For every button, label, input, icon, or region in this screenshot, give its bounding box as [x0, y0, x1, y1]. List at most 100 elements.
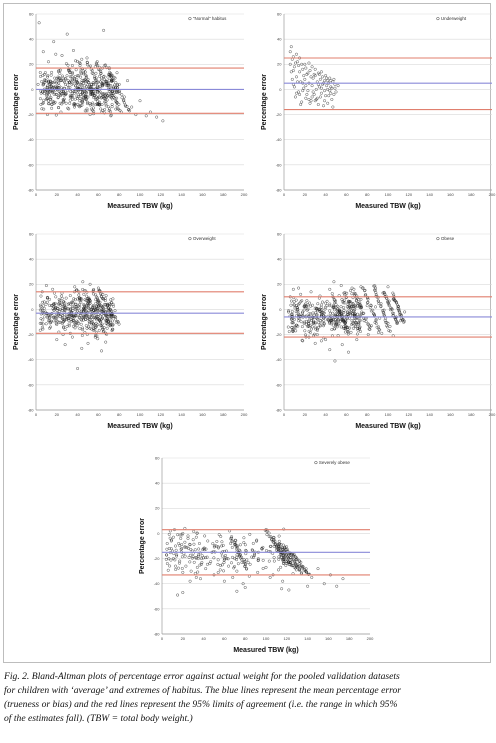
data-point: [44, 88, 48, 92]
data-point: [72, 76, 76, 80]
data-point: [355, 332, 359, 336]
data-point: [96, 305, 100, 309]
data-point: [102, 82, 105, 86]
data-point: [45, 300, 49, 304]
data-point: [185, 545, 189, 549]
data-point: [288, 62, 292, 66]
data-point: [302, 86, 306, 90]
data-point: [277, 539, 281, 543]
data-point: [97, 95, 101, 99]
data-point: [97, 317, 101, 321]
data-point: [294, 298, 298, 302]
data-point: [76, 95, 80, 99]
data-point: [100, 316, 104, 320]
data-point: [323, 89, 327, 93]
data-point: [50, 106, 54, 110]
data-point: [192, 560, 196, 564]
data-point: [138, 99, 142, 103]
x-tick-label: 140: [426, 412, 433, 417]
data-point: [274, 548, 278, 552]
data-point: [102, 307, 105, 311]
data-point: [323, 99, 327, 103]
data-point: [349, 311, 352, 315]
data-point: [104, 313, 108, 317]
data-point: [328, 76, 332, 80]
data-point: [267, 559, 271, 563]
data-point: [312, 313, 316, 317]
data-point: [306, 71, 310, 75]
x-tick-label: 80: [365, 192, 370, 197]
data-point: [86, 100, 90, 104]
y-tick-label: -60: [154, 606, 161, 611]
data-point: [77, 296, 81, 300]
data-point: [235, 589, 239, 593]
data-point: [175, 553, 179, 557]
data-point: [256, 557, 260, 561]
data-point: [297, 319, 301, 323]
data-point: [329, 91, 333, 95]
y-axis-label: Percentage error: [13, 294, 20, 350]
legend-label: Overweight: [193, 236, 217, 241]
data-point: [198, 551, 202, 555]
data-point: [72, 91, 76, 95]
data-point: [168, 564, 172, 568]
data-point: [107, 78, 111, 82]
data-point: [318, 95, 322, 99]
data-point: [71, 48, 75, 52]
data-point: [219, 534, 223, 538]
data-point: [286, 553, 290, 557]
data-point: [75, 319, 79, 323]
data-point: [117, 82, 121, 86]
data-point: [38, 71, 42, 74]
data-point: [388, 324, 392, 328]
data-point: [41, 327, 45, 331]
data-point: [294, 325, 298, 329]
data-point: [180, 555, 184, 559]
data-point: [52, 302, 56, 306]
data-point: [56, 96, 60, 100]
data-point: [84, 314, 88, 318]
data-point: [272, 559, 276, 563]
data-point: [256, 559, 260, 563]
data-point: [118, 91, 122, 95]
x-tick-label: 100: [385, 192, 392, 197]
data-point: [295, 75, 298, 79]
data-point: [267, 531, 271, 535]
data-point: [238, 553, 242, 557]
data-point: [51, 315, 55, 319]
data-point: [64, 92, 68, 96]
x-tick-label: 40: [75, 192, 80, 197]
data-point: [243, 586, 247, 589]
data-point: [277, 534, 281, 538]
data-point: [58, 300, 62, 304]
data-point: [238, 543, 242, 547]
data-point: [62, 300, 66, 304]
data-point: [309, 290, 313, 294]
data-point: [78, 96, 82, 100]
data-point: [70, 78, 74, 82]
data-point: [74, 68, 78, 72]
data-point: [76, 102, 80, 106]
data-point: [102, 74, 106, 78]
data-point: [226, 557, 230, 561]
data-point: [295, 562, 299, 566]
data-point: [361, 286, 365, 290]
data-point: [216, 558, 220, 562]
data-point: [348, 326, 352, 330]
x-tick-label: 60: [344, 192, 349, 197]
data-point: [87, 316, 91, 320]
data-point: [81, 98, 85, 102]
data-point: [307, 98, 311, 101]
data-point: [42, 82, 46, 86]
x-tick-label: 100: [385, 412, 392, 417]
data-point: [287, 588, 291, 592]
data-point: [291, 287, 295, 291]
data-point: [100, 95, 104, 99]
data-point: [100, 295, 104, 299]
data-point: [242, 536, 246, 540]
data-point: [220, 544, 224, 548]
data-point: [386, 285, 390, 289]
y-tick-label: 60: [277, 11, 282, 16]
data-point: [63, 77, 67, 81]
data-point: [65, 74, 69, 78]
